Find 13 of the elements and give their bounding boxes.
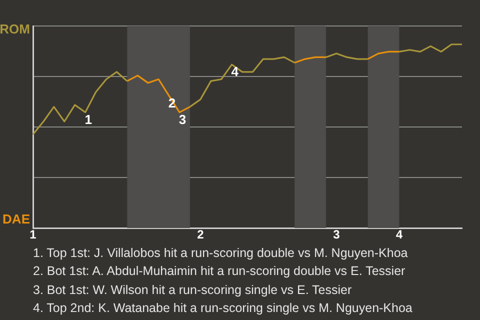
text: 1. Top 1st: J. Villalobos hit a run-scoring double vs M. Nguyen-Khoa [33, 245, 409, 262]
x-tick-label: 4 [396, 228, 403, 242]
annotation: 4 [231, 64, 240, 80]
annotation: 1 [84, 112, 92, 127]
text: 3. Bot 1st: W. Wilson hit a run-scoring single vs E. Tessier [33, 282, 353, 299]
x-tick-label: 3 [333, 228, 340, 242]
text: ROM [0, 22, 30, 37]
x-tick-label: 1 [30, 228, 37, 242]
annotation: 3 [178, 112, 186, 127]
text: DAE [2, 212, 30, 227]
text: 2. Bot 1st: A. Abdul-Muhaimin hit a run-scoring double vs E. Tessier [33, 263, 406, 280]
x-tick-label: 2 [197, 228, 204, 242]
text: 4. Top 2nd: K. Watanabe hit a run-scoring single vs M. Nguyen-Khoa [33, 300, 414, 317]
